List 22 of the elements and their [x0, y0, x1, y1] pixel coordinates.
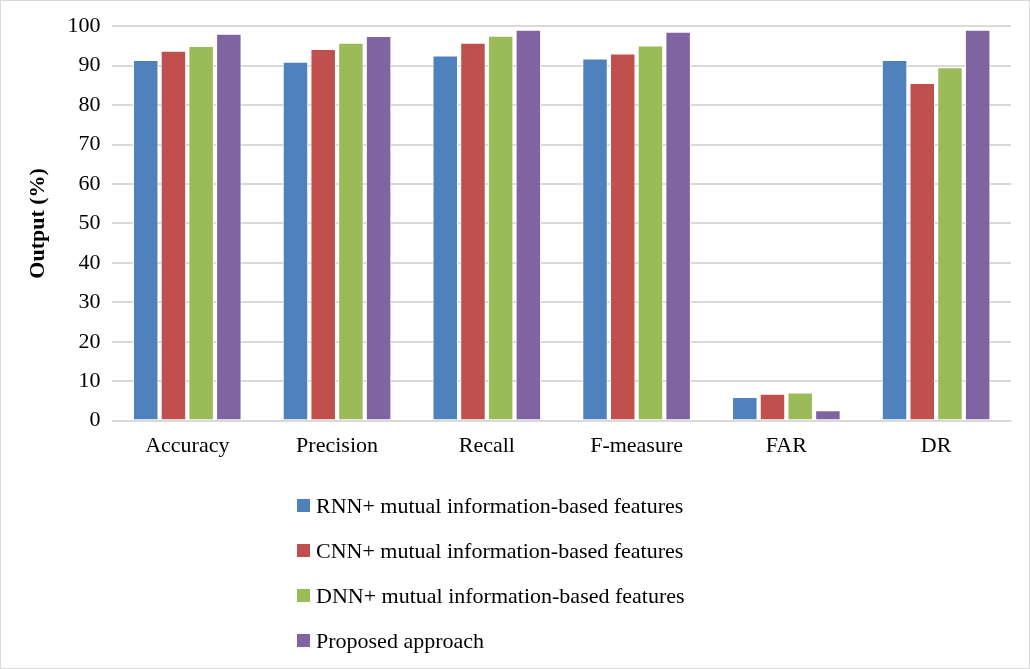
x-tick-label: Recall — [458, 431, 515, 457]
legend-label: RNN+ mutual information-based features — [316, 492, 684, 519]
y-axis-title: Output (%) — [23, 168, 49, 279]
x-tick-label: Precision — [296, 431, 378, 457]
y-tick-label: 40 — [78, 248, 101, 274]
legend-label: Proposed approach — [316, 627, 485, 654]
y-tick-label: 10 — [78, 366, 101, 392]
y-tick-label: 30 — [78, 288, 101, 314]
y-tick-label: 70 — [78, 130, 101, 156]
x-tick-label: Accuracy — [145, 431, 230, 457]
y-tick-label: 20 — [78, 327, 101, 353]
y-tick-label: 0 — [89, 406, 101, 432]
legend-label: CNN+ mutual information-based features — [316, 537, 684, 564]
x-tick-label: DR — [920, 431, 952, 457]
y-tick-label: 80 — [78, 90, 101, 116]
x-tick-label: FAR — [765, 431, 808, 457]
y-tick-label: 60 — [78, 169, 101, 195]
x-tick-label: F-measure — [590, 431, 684, 457]
legend-label: DNN+ mutual information-based features — [316, 582, 685, 609]
y-tick-label: 90 — [78, 51, 101, 77]
y-tick-label: 100 — [67, 11, 101, 37]
y-tick-label: 50 — [78, 209, 101, 235]
